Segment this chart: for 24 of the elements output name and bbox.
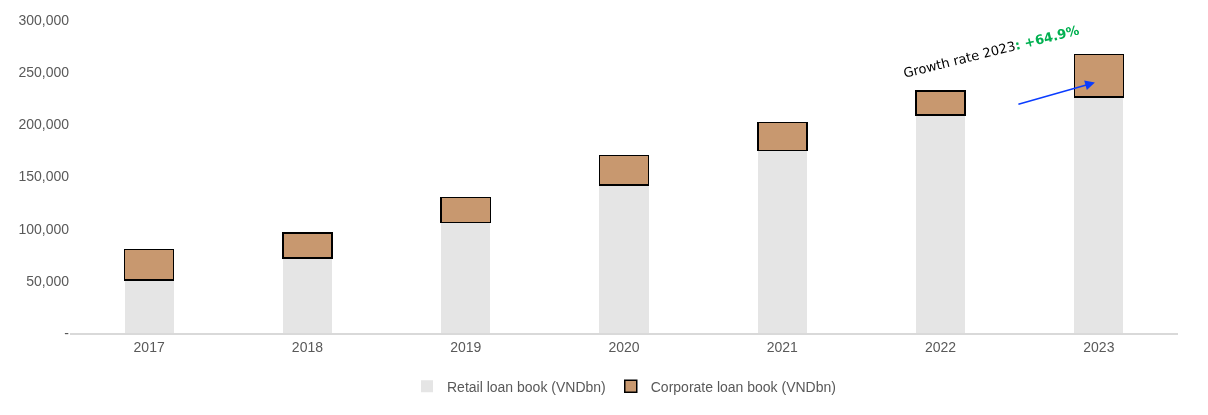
x-tick-label: 2023	[1083, 338, 1115, 355]
x-tick-label: 2021	[766, 338, 799, 355]
x-tick-label: 2019	[450, 338, 482, 355]
x-tick-label: 2022	[924, 338, 957, 355]
annotation: Growth rate 2023: +64.9%	[901, 22, 1081, 81]
x-tick-label: 2020	[608, 338, 640, 355]
bar	[598, 154, 650, 186]
y-tick-label: -	[64, 324, 70, 341]
y-tick-label: 250,000	[18, 64, 70, 81]
bar	[757, 121, 808, 152]
legend-label: Retail loan book (VNDbn)	[447, 378, 606, 395]
bar	[915, 90, 966, 116]
y-tick-label: 150,000	[18, 168, 70, 185]
bar	[440, 196, 491, 224]
bar	[1073, 53, 1125, 98]
x-tick-label: 2018	[291, 338, 324, 355]
bar	[123, 248, 175, 281]
y-tick-label: 200,000	[18, 116, 70, 133]
bar	[282, 232, 333, 259]
y-tick-label: 100,000	[18, 220, 70, 237]
y-tick-label: 50,000	[26, 272, 70, 289]
x-tick-label: 2017	[133, 338, 165, 355]
y-tick-label: 300,000	[18, 11, 70, 28]
legend-label: Corporate loan book (VNDbn)	[650, 378, 836, 395]
